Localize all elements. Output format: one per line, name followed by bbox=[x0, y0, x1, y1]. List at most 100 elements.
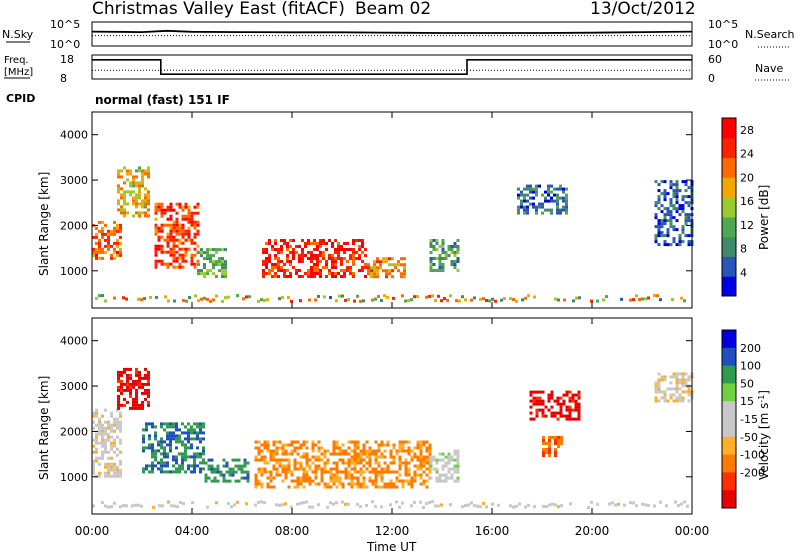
data-cell-491 bbox=[257, 446, 261, 450]
data-cell-1092 bbox=[538, 408, 542, 412]
data-cell-487 bbox=[254, 479, 258, 483]
data-cell-548 bbox=[275, 458, 279, 462]
data-cell-341 bbox=[193, 241, 197, 245]
data-cell-226 bbox=[166, 262, 170, 266]
data-cell-137 bbox=[117, 403, 120, 407]
data-cell-445 bbox=[274, 257, 277, 260]
data-cell-467 bbox=[240, 464, 244, 468]
data-cell-878 bbox=[657, 198, 661, 202]
data-cell-52 bbox=[104, 432, 107, 436]
data-cell-719 bbox=[335, 470, 339, 474]
data-cell-290 bbox=[181, 226, 185, 230]
data-cell-411 bbox=[202, 431, 205, 435]
data-cell-102 bbox=[126, 211, 129, 215]
data-cell-831 bbox=[550, 190, 553, 194]
data-cell-627 bbox=[352, 248, 355, 251]
data-cell-515 bbox=[307, 251, 310, 254]
data-cell-1096 bbox=[479, 297, 482, 301]
data-cell-782 bbox=[523, 187, 526, 191]
data-cell-654 bbox=[314, 443, 318, 447]
data-cell-800 bbox=[359, 473, 363, 477]
data-cell-706 bbox=[332, 461, 336, 465]
data-cell-1299 bbox=[254, 503, 257, 507]
data-cell-567 bbox=[281, 479, 285, 483]
data-cell-710 bbox=[429, 239, 433, 242]
data-cell-522 bbox=[266, 476, 270, 480]
data-cell-128 bbox=[117, 370, 120, 374]
data-cell-642 bbox=[358, 257, 361, 260]
data-cell-677 bbox=[320, 476, 324, 480]
velocity-colorbar-frame bbox=[721, 329, 737, 509]
data-cell-342 bbox=[193, 247, 197, 251]
data-cell-922 bbox=[401, 479, 405, 483]
data-cell-1145 bbox=[571, 399, 575, 403]
data-cell-384 bbox=[212, 260, 215, 264]
data-cell-947 bbox=[675, 192, 679, 196]
data-cell-296 bbox=[181, 253, 185, 257]
data-cell-1021 bbox=[143, 297, 146, 301]
data-cell-498 bbox=[298, 257, 301, 260]
data-cell-1201 bbox=[657, 381, 661, 385]
data-cell-1120 bbox=[605, 295, 608, 299]
data-cell-428 bbox=[268, 239, 271, 242]
data-cell-803 bbox=[362, 443, 366, 447]
data-cell-159 bbox=[126, 388, 129, 392]
data-cell-314 bbox=[172, 437, 175, 441]
data-cell-784 bbox=[523, 196, 526, 200]
data-cell-709 bbox=[403, 275, 406, 279]
data-cell-1369 bbox=[587, 506, 590, 509]
data-cell-717 bbox=[429, 266, 433, 269]
data-cell-1349 bbox=[479, 505, 482, 509]
data-cell-610 bbox=[343, 257, 346, 260]
data-cell-78 bbox=[110, 426, 113, 430]
data-cell-1387 bbox=[677, 504, 680, 507]
data-cell-79 bbox=[110, 429, 113, 433]
data-cell-358 bbox=[184, 470, 187, 474]
data-cell-894 bbox=[392, 455, 396, 459]
data-cell-270 bbox=[175, 259, 179, 263]
data-cell-673 bbox=[376, 269, 379, 273]
data-cell-1313 bbox=[311, 505, 314, 509]
data-cell-970 bbox=[419, 449, 423, 453]
data-cell-428 bbox=[210, 464, 214, 468]
data-cell-17 bbox=[95, 435, 98, 439]
data-cell-440 bbox=[271, 275, 274, 278]
data-cell-975 bbox=[684, 183, 688, 187]
data-cell-156 bbox=[144, 205, 147, 209]
data-cell-549 bbox=[275, 461, 279, 465]
data-cell-1164 bbox=[542, 439, 545, 442]
data-cell-600 bbox=[340, 245, 343, 248]
noise-left-tick-top: 10^5 bbox=[50, 18, 80, 31]
data-cell-825 bbox=[547, 187, 550, 191]
data-cell-807 bbox=[535, 187, 538, 191]
data-cell-739 bbox=[341, 485, 345, 489]
data-cell-985 bbox=[422, 464, 426, 468]
data-cell-1078 bbox=[532, 399, 536, 403]
data-cell-13 bbox=[95, 411, 98, 415]
data-cell-126 bbox=[119, 471, 122, 475]
data-cell-644 bbox=[308, 479, 312, 483]
data-cell-285 bbox=[163, 455, 166, 459]
data-cell-188 bbox=[157, 208, 161, 212]
data-cell-865 bbox=[380, 473, 384, 477]
beam-label: Beam 02 bbox=[355, 0, 431, 19]
data-cell-961 bbox=[678, 237, 682, 241]
data-cell-568 bbox=[284, 443, 288, 447]
data-cell-828 bbox=[368, 470, 372, 474]
data-cell-1233 bbox=[675, 387, 679, 391]
data-cell-893 bbox=[660, 222, 664, 226]
data-cell-551 bbox=[319, 245, 322, 248]
data-cell-196 bbox=[160, 202, 164, 206]
data-cell-954 bbox=[413, 464, 417, 468]
data-cell-381 bbox=[209, 269, 212, 273]
data-cell-116 bbox=[132, 202, 135, 206]
data-cell-1059 bbox=[335, 299, 338, 303]
data-cell-254 bbox=[172, 253, 176, 257]
data-cell-1019 bbox=[435, 461, 439, 465]
data-cell-702 bbox=[332, 443, 336, 447]
data-cell-513 bbox=[263, 461, 267, 465]
data-cell-757 bbox=[350, 440, 354, 444]
data-cell-564 bbox=[281, 464, 285, 468]
data-cell-622 bbox=[349, 266, 352, 269]
data-cell-446 bbox=[274, 263, 277, 266]
